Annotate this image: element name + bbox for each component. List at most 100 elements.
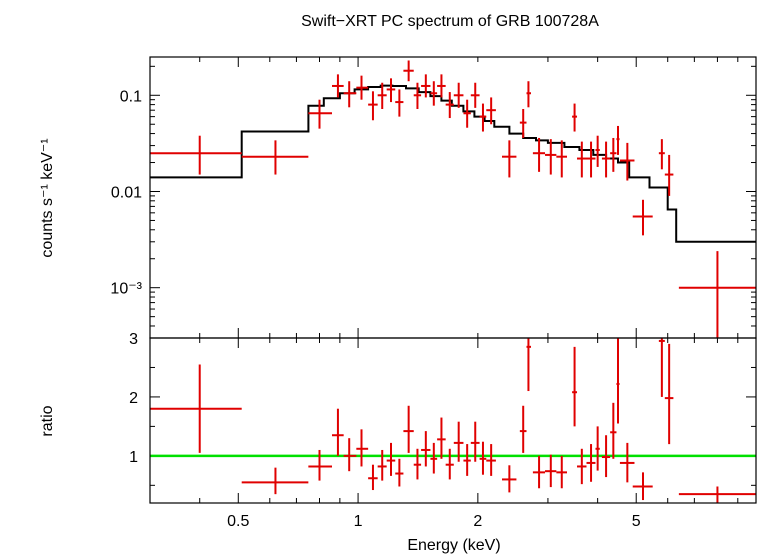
ratio-point (479, 441, 487, 475)
ratio-point (572, 346, 578, 427)
ratio-point (403, 405, 414, 453)
spectrum-point (526, 81, 531, 108)
spectrum-point (632, 199, 653, 236)
spectrum-point (453, 82, 464, 108)
ratio-point (463, 444, 471, 476)
ratio-point (430, 442, 438, 474)
spectrum-point (413, 82, 422, 110)
spectrum-point (241, 140, 309, 175)
ratio-point (413, 448, 422, 480)
ratio-point (241, 467, 309, 495)
spectrum-point (610, 137, 617, 172)
ratio-point (616, 338, 620, 424)
ratio-point (368, 464, 378, 491)
ratio-point (595, 426, 600, 471)
model-step-curve (150, 84, 756, 243)
bottom-y-axis-label: ratio (39, 405, 56, 436)
spectrum-data-points (150, 60, 756, 338)
spectrum-point (601, 141, 611, 178)
spectrum-point (421, 74, 431, 98)
top-panel-ticks: 0.1 0.01 10⁻³ (110, 57, 757, 339)
spectrum-point (437, 74, 446, 98)
spectrum-point (403, 60, 414, 82)
ratio-point (421, 431, 431, 467)
ratio-point (586, 444, 596, 482)
ratio-data-points (150, 338, 756, 503)
ratio-point (308, 449, 333, 481)
spectrum-point (572, 103, 578, 132)
top-y-tick-label: 10⁻³ (110, 281, 142, 298)
spectrum-point (678, 251, 756, 338)
x-axis-label: Energy (keV) (407, 537, 500, 554)
ratio-point (519, 405, 527, 453)
spectrum-point (577, 141, 587, 178)
ratio-point (332, 408, 344, 456)
ratio-point (386, 442, 396, 476)
spectrum-point (479, 103, 487, 132)
top-y-tick-label: 0.1 (120, 88, 142, 105)
spectrum-point (395, 89, 404, 117)
spectrum-point (664, 154, 674, 196)
spectrum-point (619, 142, 635, 181)
spectrum-point (386, 78, 396, 103)
spectrum-point (519, 109, 527, 138)
spectrum-point (470, 82, 480, 108)
ratio-point (150, 364, 242, 453)
ratio-point (532, 455, 546, 489)
ratio-point (343, 438, 357, 472)
ratio-point (377, 449, 387, 481)
model-curve (150, 84, 756, 243)
ratio-point (545, 454, 557, 488)
spectrum-point (308, 99, 333, 129)
ratio-point (619, 442, 635, 483)
ratio-point (526, 338, 531, 392)
ratio-point (678, 486, 756, 503)
spectrum-point (545, 139, 557, 175)
spectrum-point (377, 82, 387, 110)
ratio-point (356, 429, 369, 467)
spectrum-point (368, 91, 378, 121)
spectrum-point (532, 137, 546, 172)
ratio-point (601, 435, 611, 478)
ratio-point (610, 402, 617, 459)
spectrum-point (332, 74, 344, 98)
bottom-y-tick-label: 3 (129, 331, 138, 348)
ratio-point (502, 465, 517, 493)
bottom-panel: 0.5 1 2 5 1 2 3 ratio Energy (keV) (39, 331, 757, 554)
spectrum-point (463, 99, 471, 128)
ratio-point (632, 472, 653, 501)
spectrum-point (445, 92, 454, 119)
top-panel: 0.1 0.01 10⁻³ counts s⁻¹ keV⁻¹ (39, 56, 757, 339)
ratio-point (658, 338, 665, 397)
bottom-y-tick-label: 1 (129, 449, 138, 466)
ratio-point (470, 421, 480, 462)
spectrum-point (343, 81, 357, 108)
spectrum-point (595, 135, 600, 167)
top-y-axis-label: counts s⁻¹ keV⁻¹ (39, 138, 56, 257)
chart-title: Swift−XRT PC spectrum of GRB 100728A (301, 13, 599, 30)
ratio-point (577, 448, 587, 485)
ratio-point (556, 455, 568, 489)
spectrum-point (356, 75, 369, 100)
ratio-point (664, 343, 674, 445)
x-tick-label: 5 (632, 513, 641, 530)
spectrum-point (430, 81, 438, 106)
ratio-point (453, 421, 464, 462)
x-tick-label: 1 (354, 513, 363, 530)
ratio-point (395, 458, 404, 487)
spectrum-point (616, 125, 620, 155)
ratio-point (437, 417, 446, 459)
spectrum-point (502, 140, 517, 178)
spectrum-point (486, 97, 496, 125)
spectrum-point (658, 139, 665, 170)
ratio-point (486, 444, 496, 476)
spectrum-point (150, 135, 242, 175)
ratio-point (445, 448, 454, 480)
x-tick-label: 0.5 (227, 513, 249, 530)
spectrum-point (556, 140, 568, 178)
x-tick-label: 2 (473, 513, 482, 530)
top-y-tick-label: 0.01 (111, 184, 142, 201)
bottom-y-tick-label: 2 (129, 390, 138, 407)
